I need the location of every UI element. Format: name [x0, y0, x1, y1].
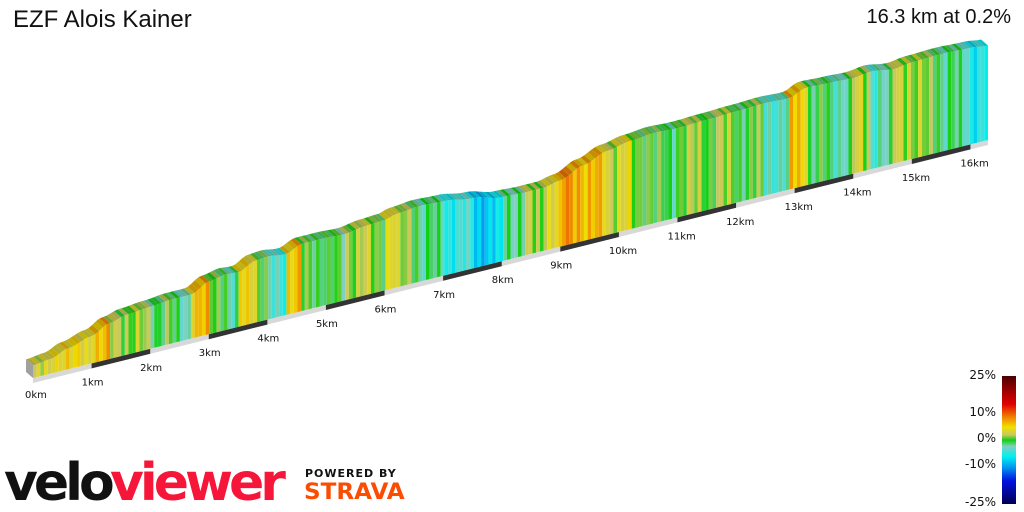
km-tick-label: 2km [140, 363, 162, 374]
gradient-color-scale [1002, 376, 1016, 504]
km-tick-label: 15km [902, 173, 930, 184]
strava-logo: STRAVA [304, 480, 405, 505]
legend-label-neg10: -10% [964, 457, 996, 471]
km-segment-marker [208, 319, 268, 340]
legend-label-10: 10% [969, 405, 996, 419]
km-tick-label: 16km [960, 158, 988, 169]
km-tick-label: 10km [609, 246, 637, 257]
route-title: EZF Alois Kainer [13, 6, 192, 33]
km-tick-label: 8km [492, 275, 514, 286]
km-tick-label: 3km [199, 348, 221, 359]
km-tick-label: 6km [375, 304, 397, 315]
km-segment-marker [677, 202, 737, 223]
km-tick-label: 0km [25, 390, 47, 401]
powered-by-label: POWERED BY [305, 467, 397, 480]
km-tick-label: 12km [726, 217, 754, 228]
km-tick-label: 4km [257, 334, 279, 345]
legend-label-min: -25% [964, 495, 996, 509]
route-summary: 16.3 km at 0.2% [866, 6, 1011, 28]
km-segment-marker [325, 290, 385, 310]
km-tick-label: 14km [843, 188, 871, 199]
km-segment-marker [443, 261, 502, 281]
base-strip [33, 140, 988, 383]
km-segment-marker [911, 144, 971, 164]
km-segment-marker [91, 348, 151, 369]
km-segment-marker [560, 231, 619, 252]
km-tick-label: 9km [550, 261, 572, 272]
legend-label-max: 25% [969, 368, 996, 382]
profile-start-cap [26, 359, 33, 378]
logo-velo-text: velo [4, 453, 113, 508]
logo-viewer-text: viewer [110, 453, 286, 508]
km-tick-label: 7km [433, 290, 455, 301]
km-tick-label: 13km [785, 202, 813, 213]
km-tick-label: 1km [82, 377, 104, 388]
legend-label-0: 0% [976, 431, 996, 445]
km-segment-marker [794, 173, 854, 194]
km-tick-label: 5km [316, 319, 338, 330]
km-tick-label: 11km [667, 231, 695, 242]
veloviewer-logo: velo viewer [4, 453, 290, 508]
